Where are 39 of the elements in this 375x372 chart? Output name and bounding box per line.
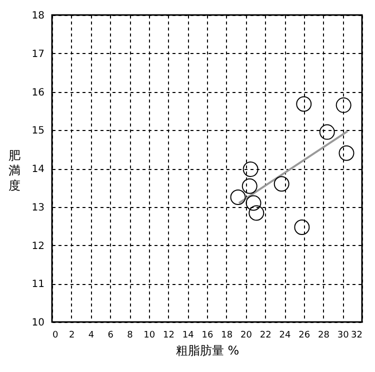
- x-tick-label: 0: [52, 330, 58, 340]
- x-tick-label: 30: [337, 330, 350, 340]
- point: [248, 205, 264, 221]
- y-tick-label: 17: [32, 48, 44, 60]
- y-tick-label: 15: [32, 126, 44, 137]
- point: [296, 96, 312, 112]
- x-tick-label: 20: [240, 330, 252, 340]
- x-tick-label: 22: [260, 330, 272, 340]
- x-tick-label: 8: [127, 330, 134, 340]
- point: [242, 178, 258, 194]
- y-tick-label: 12: [32, 240, 44, 252]
- x-tick-label: 12: [163, 330, 174, 340]
- point: [319, 124, 335, 140]
- y-tick-label: 11: [32, 279, 44, 290]
- x-tick-label: 4: [88, 330, 94, 340]
- x-tick-label: 28: [318, 330, 330, 340]
- x-tick-label: 24: [279, 330, 291, 340]
- x-tick-label: 18: [221, 330, 233, 340]
- point: [338, 145, 354, 161]
- x-axis-title: 粗脂肪量 %: [176, 344, 240, 358]
- y-tick-label: 14: [32, 164, 44, 175]
- point: [336, 97, 352, 113]
- x-tick-label: 26: [298, 330, 310, 340]
- y-tick-label: 18: [32, 10, 44, 22]
- point: [294, 219, 310, 235]
- x-tick-label: 2: [69, 330, 75, 340]
- y-axis-title: 肥満度: [8, 148, 20, 192]
- y-tick-label: 16: [32, 87, 44, 98]
- x-tick-label: 10: [144, 330, 156, 340]
- x-tick-label: 6: [108, 330, 114, 340]
- point: [242, 162, 258, 177]
- x-tick-label: 14: [182, 330, 194, 340]
- y-tick-label: 10: [32, 318, 44, 328]
- point: [230, 190, 246, 206]
- point: [246, 195, 262, 211]
- y-tick-label: 13: [32, 202, 44, 214]
- x-tick-label: 32: [351, 330, 362, 340]
- x-tick-label: 16: [202, 330, 214, 340]
- point: [274, 176, 290, 192]
